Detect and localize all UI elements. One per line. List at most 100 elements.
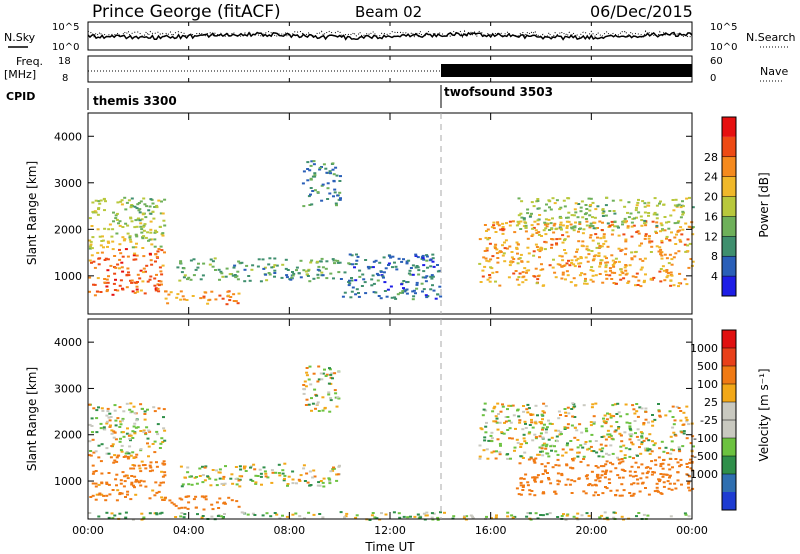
heatmap-cell (222, 516, 225, 518)
heatmap-cell (515, 247, 519, 250)
heatmap-cell (585, 224, 589, 227)
heatmap-cell (133, 475, 137, 478)
heatmap-cell (687, 475, 691, 478)
heatmap-cell (384, 513, 388, 516)
colorbar-segment (722, 384, 736, 402)
heatmap-cell (411, 290, 415, 293)
heatmap-cell (247, 275, 251, 277)
heatmap-cell (641, 200, 645, 203)
heatmap-cell (151, 210, 155, 213)
heatmap-cell (149, 198, 153, 201)
heatmap-cell (201, 495, 205, 498)
heatmap-cell (633, 470, 637, 473)
heatmap-cell (672, 284, 676, 287)
heatmap-cell (685, 473, 689, 476)
heatmap-cell (402, 258, 405, 261)
heatmap-cell (550, 228, 554, 231)
heatmap-cell (306, 161, 310, 164)
heatmap-cell (663, 229, 667, 232)
heatmap-cell (320, 257, 324, 260)
heatmap-cell (663, 279, 667, 282)
heatmap-cell (119, 449, 123, 452)
heatmap-cell (538, 446, 542, 449)
heatmap-cell (640, 266, 644, 269)
heatmap-cell (605, 273, 608, 276)
heatmap-cell (536, 223, 540, 226)
heatmap-cell (97, 444, 101, 447)
heatmap-cell (140, 512, 144, 515)
heatmap-cell (528, 431, 532, 434)
heatmap-cell (308, 365, 312, 368)
heatmap-cell (98, 235, 102, 238)
heatmap-cell (139, 222, 143, 225)
heatmap-cell (539, 432, 543, 435)
heatmap-cell (284, 267, 288, 270)
heatmap-cell (669, 458, 673, 460)
heatmap-cell (691, 233, 695, 236)
heatmap-cell (491, 271, 495, 274)
heatmap-cell (220, 482, 224, 485)
heatmap-cell (578, 221, 582, 224)
heatmap-cell (91, 201, 95, 204)
heatmap-cell (316, 380, 320, 383)
heatmap-cell (655, 204, 659, 207)
heatmap-cell (259, 472, 263, 475)
heatmap-cell (585, 245, 589, 248)
heatmap-cell (319, 480, 323, 482)
freq-tick-bottom: 8 (62, 73, 68, 84)
heatmap-cell (570, 408, 574, 410)
heatmap-cell (600, 474, 604, 477)
heatmap-cell (607, 436, 611, 438)
heatmap-cell (157, 407, 161, 410)
heatmap-cell (544, 227, 548, 230)
heatmap-cell (327, 393, 331, 396)
heatmap-cell (111, 443, 115, 446)
heatmap-cell (97, 456, 101, 459)
nsky-label: N.Sky (4, 31, 36, 44)
velocity-colorbar-tick-label: -100 (693, 432, 718, 445)
heatmap-cell (134, 426, 138, 429)
heatmap-cell (134, 456, 138, 459)
heatmap-cell (670, 440, 674, 443)
heatmap-cell (389, 256, 393, 259)
heatmap-cell (561, 241, 565, 244)
heatmap-cell (264, 273, 268, 276)
heatmap-cell (394, 265, 398, 268)
heatmap-cell (273, 264, 277, 267)
heatmap-cell (136, 281, 139, 283)
heatmap-cell (553, 222, 557, 225)
heatmap-cell (256, 265, 260, 268)
heatmap-cell (557, 429, 561, 432)
heatmap-cell (489, 266, 493, 269)
heatmap-cell (182, 276, 186, 279)
heatmap-cell (619, 461, 623, 464)
heatmap-cell (227, 496, 231, 499)
heatmap-cell (103, 209, 106, 212)
heatmap-cell (541, 514, 545, 517)
heatmap-cell (409, 515, 412, 518)
heatmap-cell (398, 291, 402, 294)
heatmap-cell (652, 444, 656, 447)
heatmap-cell (588, 205, 592, 208)
heatmap-cell (122, 435, 126, 438)
heatmap-cell (516, 262, 520, 265)
heatmap-cell (549, 445, 553, 448)
heatmap-cell (541, 418, 544, 421)
heatmap-cell (231, 274, 235, 277)
heatmap-cell (628, 438, 632, 441)
heatmap-cell (635, 272, 639, 275)
heatmap-cell (517, 276, 521, 279)
heatmap-cell (128, 236, 132, 239)
heatmap-cell (624, 264, 628, 266)
heatmap-cell (671, 466, 674, 469)
heatmap-cell (653, 442, 657, 445)
heatmap-cell (685, 462, 689, 465)
heatmap-cell (125, 286, 129, 289)
heatmap-cell (552, 258, 555, 261)
heatmap-cell (387, 264, 390, 266)
heatmap-cell (662, 458, 666, 461)
heatmap-cell (576, 248, 579, 251)
heatmap-cell (383, 290, 387, 292)
heatmap-cell (357, 295, 361, 298)
